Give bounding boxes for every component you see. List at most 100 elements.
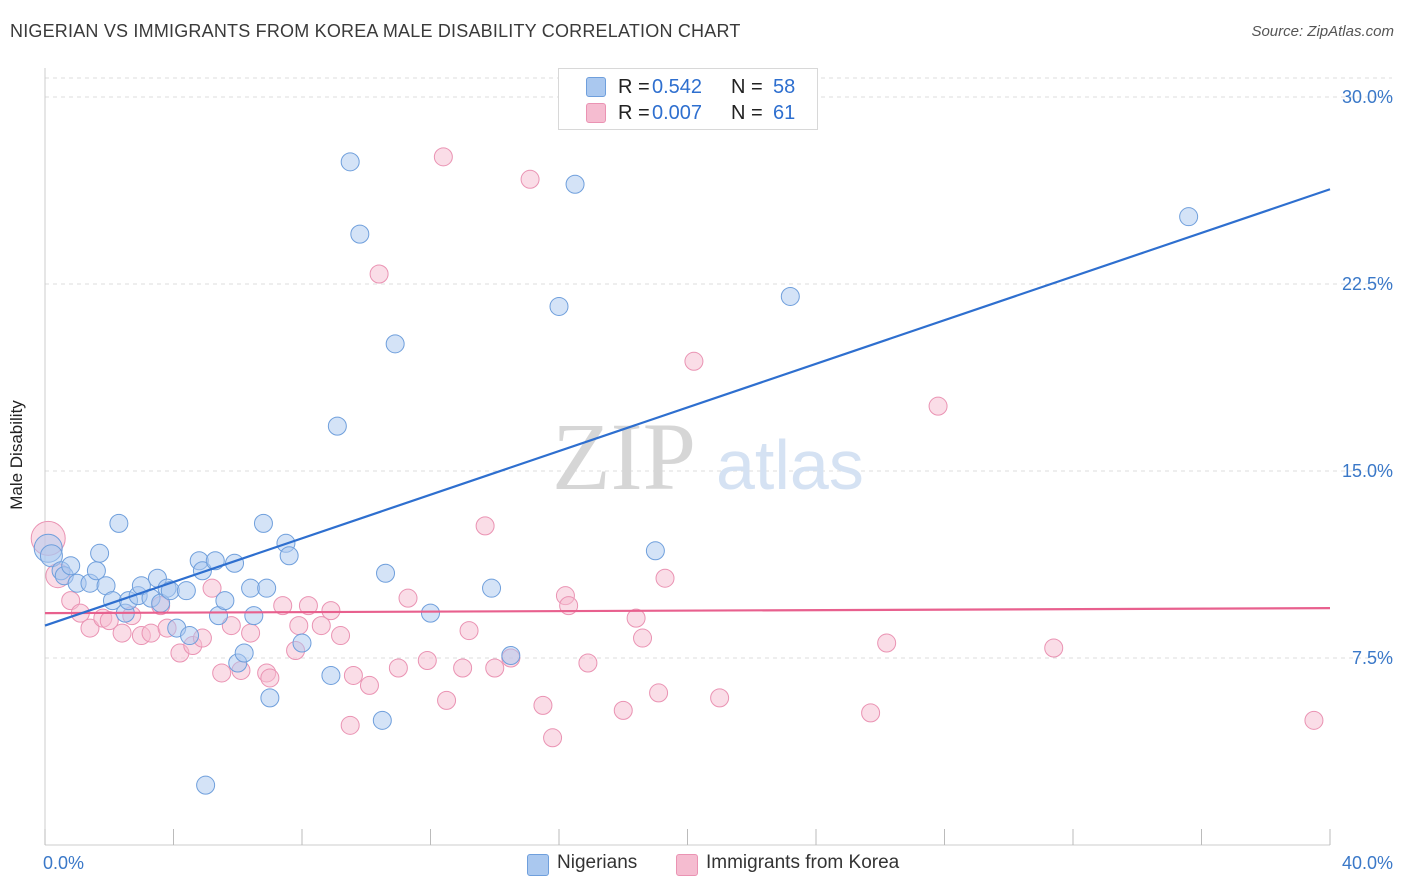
legend-n-label: N = [731,76,763,98]
data-point [176,581,196,601]
legend-swatch-blue [586,77,606,97]
data-point [141,623,161,643]
legend-swatch-pink [676,854,698,876]
legend-swatch-blue [527,854,549,876]
legend-n-value: 58 [773,76,796,98]
legend-n-label: N = [731,102,763,124]
legend-label: Nigerians [557,852,638,873]
data-point [61,556,81,576]
data-point [1179,207,1199,227]
data-point [877,633,897,653]
legend-r-value: 0.007 [652,102,703,124]
legend-row-nigerians: R = 0.542 N = 58 [559,74,817,100]
data-point [99,611,119,631]
trend-line-korea [44,607,1331,615]
data-point [112,623,132,643]
tick-labels: 7.5% 15.0% 22.5% 30.0% 0.0% 40.0% [43,87,1393,873]
data-point [215,591,235,611]
legend-r-label: R = [618,102,650,124]
data-point [649,683,669,703]
data-point [241,623,261,643]
data-point [221,616,241,636]
data-point [1044,638,1064,658]
legend-r-value: 0.542 [652,76,703,98]
x-tick-label: 40.0% [1342,853,1393,873]
data-point [192,561,212,581]
data-point [459,621,479,641]
legend-row-korea: R = 0.007 N = 61 [559,100,817,126]
data-point [928,396,948,416]
data-point [520,169,540,189]
data-point [385,334,405,354]
data-point [453,658,473,678]
data-point [321,601,341,621]
data-point [482,578,502,598]
data-point [292,633,312,653]
data-point [350,224,370,244]
data-point [417,650,437,670]
data-point [710,688,730,708]
data-point [253,513,273,533]
data-point [398,588,418,608]
legend-swatch-pink [586,103,606,123]
data-point [433,147,453,167]
data-point [180,626,200,646]
data-point [331,626,351,646]
data-point [311,616,331,636]
y-tick-label: 22.5% [1342,274,1393,294]
data-point [780,286,800,306]
y-tick-label: 30.0% [1342,87,1393,107]
data-point [633,628,653,648]
data-point [578,653,598,673]
data-point [340,152,360,172]
legend-r-label: R = [618,76,650,98]
watermark-atlas: atlas [716,426,864,504]
data-point [39,544,63,568]
data-point [565,174,585,194]
data-point [1304,710,1324,730]
data-point [861,703,881,723]
data-point [388,658,408,678]
data-point [376,563,396,583]
data-point [501,646,521,666]
trend-line-nigerians [44,188,1331,627]
data-point [359,675,379,695]
data-point [549,296,569,316]
data-point [90,543,110,563]
data-point [244,606,264,626]
legend-n-value: 61 [773,102,796,124]
source-label: Source: ZipAtlas.com [1251,23,1394,40]
data-point [109,513,129,533]
gridlines [45,77,1392,659]
correlation-legend: R = 0.542 N = 58 R = 0.007 N = 61 [558,68,818,130]
data-point [298,596,318,616]
data-point [196,775,216,795]
data-point [279,546,299,566]
data-point [343,665,363,685]
axes [44,68,1331,846]
data-point [485,658,505,678]
data-point [613,700,633,720]
data-point [626,608,646,628]
series-nigerians-points [33,152,1199,795]
data-point [543,728,563,748]
legend-label: Immigrants from Korea [706,852,900,873]
x-tick-label: 0.0% [43,853,84,873]
data-point [289,616,309,636]
data-point [327,416,347,436]
chart-title: NIGERIAN VS IMMIGRANTS FROM KOREA MALE D… [10,21,741,41]
data-point [80,618,100,638]
data-point [202,578,222,598]
data-point [645,541,665,561]
data-point [475,516,495,536]
data-point [369,264,389,284]
watermark: ZIP atlas [552,403,864,510]
data-point [212,663,232,683]
data-point [684,351,704,371]
y-tick-label: 15.0% [1342,461,1393,481]
data-point [260,688,280,708]
series-legend: Nigerians Immigrants from Korea [0,852,1406,878]
data-point [655,568,675,588]
data-point [533,695,553,715]
